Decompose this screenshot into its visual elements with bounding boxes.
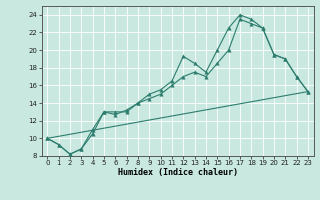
X-axis label: Humidex (Indice chaleur): Humidex (Indice chaleur): [118, 168, 237, 177]
